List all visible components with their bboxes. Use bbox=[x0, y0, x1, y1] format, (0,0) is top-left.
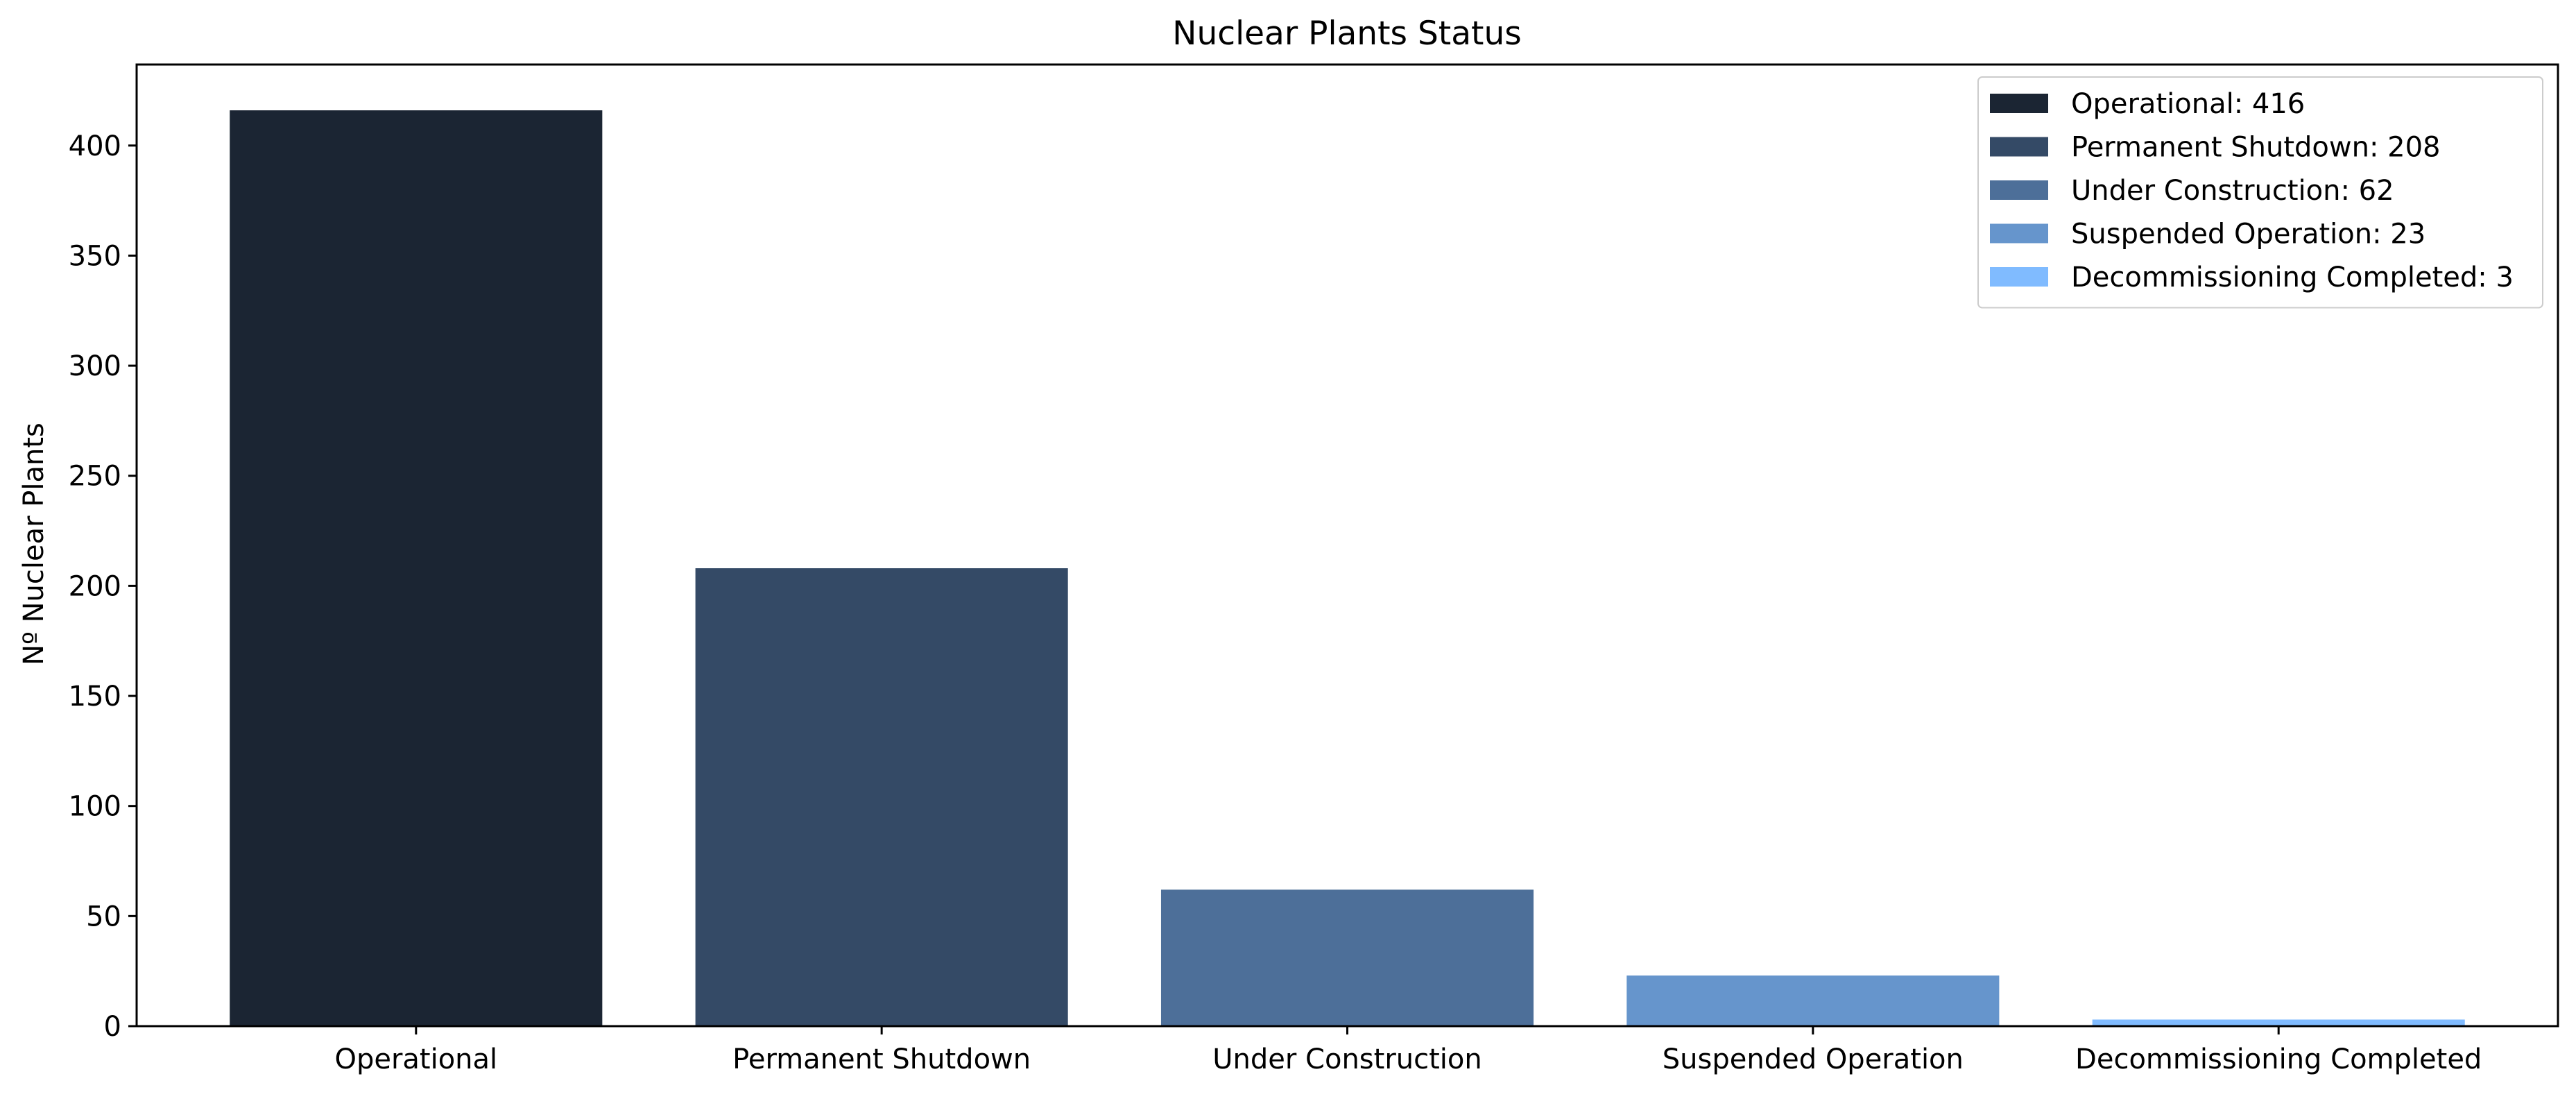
legend-entry-label: Suspended Operation: 23 bbox=[2071, 219, 2425, 250]
legend: Operational: 416 Permanent Shutdown: 208 U… bbox=[1977, 76, 2543, 309]
legend-swatch bbox=[1990, 137, 2048, 157]
legend-swatch bbox=[1990, 223, 2048, 244]
bar bbox=[695, 568, 1068, 1026]
y-axis-label: Nº Nuclear Plants bbox=[18, 423, 50, 665]
y-axis-ticks: 0 50 100 150 200 250 300 350 400 bbox=[69, 130, 137, 1043]
y-tick-label: 100 bbox=[69, 791, 121, 823]
x-tick-label: Decommissioning Completed bbox=[2075, 1043, 2482, 1075]
x-axis-ticks: Operational Permanent Shutdown Under Const… bbox=[334, 1026, 2482, 1075]
legend-swatch bbox=[1990, 94, 2048, 113]
legend-swatch bbox=[1990, 180, 2048, 200]
y-tick-label: 300 bbox=[69, 350, 121, 382]
x-tick-label: Operational bbox=[334, 1043, 497, 1075]
bar bbox=[1160, 889, 1534, 1026]
chart-title: Nuclear Plants Status bbox=[1172, 15, 1521, 53]
bar bbox=[230, 110, 603, 1026]
x-tick-label: Suspended Operation bbox=[1663, 1043, 1964, 1075]
legend-swatch bbox=[1990, 267, 2048, 287]
y-tick-label: 200 bbox=[69, 570, 121, 602]
legend-entry-label: Decommissioning Completed: 3 bbox=[2071, 262, 2514, 293]
legend-entry-label: Permanent Shutdown: 208 bbox=[2071, 132, 2440, 164]
legend-box bbox=[1977, 76, 2543, 309]
y-tick-label: 50 bbox=[86, 901, 121, 932]
x-tick-label: Permanent Shutdown bbox=[732, 1043, 1031, 1075]
y-tick-label: 400 bbox=[69, 130, 121, 162]
plot-frame bbox=[135, 63, 2559, 1028]
y-tick-label: 250 bbox=[69, 461, 121, 493]
y-tick-label: 0 bbox=[104, 1011, 121, 1043]
legend-entry-label: Operational: 416 bbox=[2071, 88, 2305, 120]
x-tick-label: Under Construction bbox=[1212, 1043, 1482, 1075]
legend-entry-label: Under Construction: 62 bbox=[2071, 175, 2394, 207]
bar bbox=[1626, 976, 2000, 1026]
y-tick-label: 150 bbox=[69, 681, 121, 713]
y-tick-label: 350 bbox=[69, 240, 121, 272]
bars-group bbox=[230, 110, 2465, 1026]
bar bbox=[2092, 1019, 2465, 1026]
